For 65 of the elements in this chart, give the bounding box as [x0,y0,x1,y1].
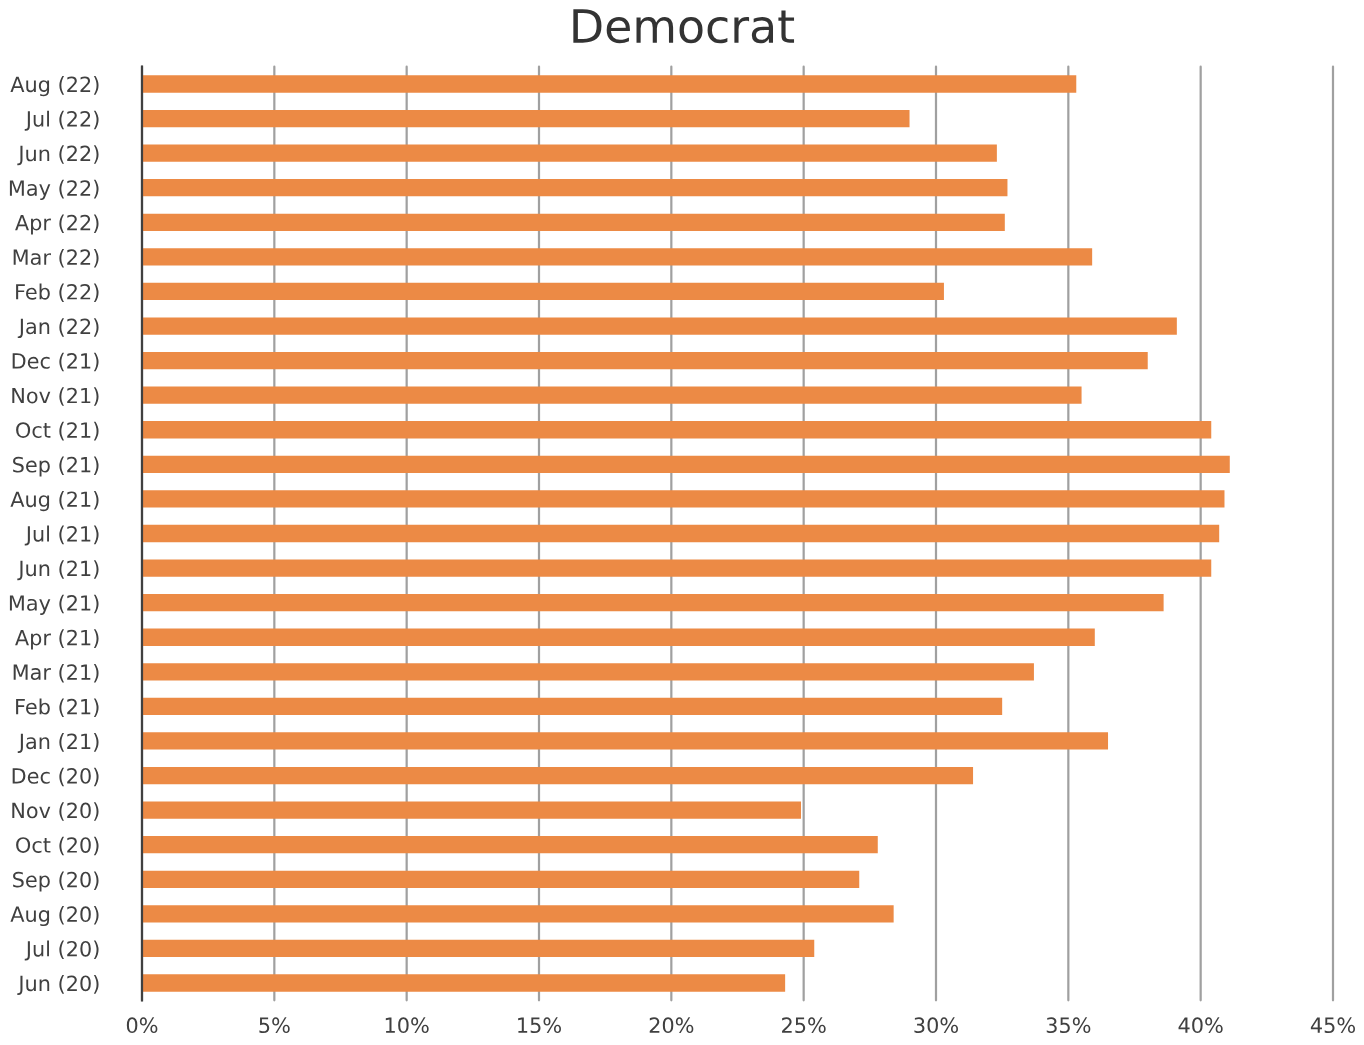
bar [142,386,1082,404]
x-tick-label: 45% [1310,1017,1355,1034]
bar [142,594,1164,612]
bar [142,766,974,785]
y-tick-label: Jun (22) [17,145,99,166]
bar [142,801,802,819]
bar [142,939,815,958]
bar [142,421,1212,439]
y-tick-label: May (22) [9,179,99,200]
bar [142,351,1148,370]
y-tick-label: Mar (22) [13,248,99,268]
bar [142,974,786,992]
y-tick-label: Dec (20) [12,767,99,787]
y-tick-label: Apr (21) [15,629,99,650]
x-tick-label: 15% [518,1017,561,1034]
bar [142,836,878,854]
bar [142,144,997,162]
bar [142,282,944,301]
y-tick-label: Nov (21) [12,387,99,406]
x-tick-label: 40% [1178,1017,1223,1034]
bar [142,559,1212,577]
y-tick-label: Jan (22) [17,318,99,339]
y-tick-label: Oct (21) [16,421,99,441]
y-tick-label: Jul (22) [24,110,99,131]
bar [142,905,894,923]
y-tick-label: Jul (21) [24,525,99,546]
bar [142,697,1003,716]
bar [142,179,1008,197]
x-tick-label: 0% [126,1017,158,1034]
y-tick-label: May (21) [9,594,99,615]
x-tick-label: 30% [914,1017,958,1034]
bar [142,663,1034,681]
bar [142,732,1109,750]
y-tick-label: Dec (21) [12,352,99,372]
y-tick-label: Mar (21) [13,663,99,683]
bar [142,75,1077,93]
bar [142,490,1225,508]
bar [142,455,1230,473]
y-tick-label: Sep (20) [13,871,99,892]
y-tick-label: Aug (22) [10,76,99,97]
y-tick-label: Sep (21) [13,456,99,477]
y-tick-label: Jul (20) [24,940,99,961]
bar [142,317,1177,335]
y-tick-label: Feb (21) [16,698,99,718]
y-tick-label: Feb (22) [16,283,99,303]
x-tick-label: 20% [649,1017,694,1034]
y-tick-label: Aug (21) [10,491,99,512]
bar [142,524,1220,543]
chart-title: Democrat [573,9,795,44]
bar [142,248,1093,266]
bar [142,870,860,888]
bar [142,628,1095,646]
y-tick-label: Oct (20) [16,836,99,856]
bar [142,109,910,128]
y-tick-label: Jun (20) [17,975,99,996]
x-tick-label: 35% [1046,1017,1091,1034]
x-tick-label: 5% [259,1017,290,1034]
x-tick-label: 10% [385,1017,429,1034]
x-tick-label: 25% [782,1017,826,1034]
bar [142,213,1005,231]
y-tick-label: Jun (21) [17,560,99,581]
y-tick-label: Apr (22) [15,214,99,235]
y-tick-label: Nov (20) [12,802,99,821]
y-tick-label: Aug (20) [10,905,99,927]
y-tick-label: Jan (21) [17,733,99,754]
